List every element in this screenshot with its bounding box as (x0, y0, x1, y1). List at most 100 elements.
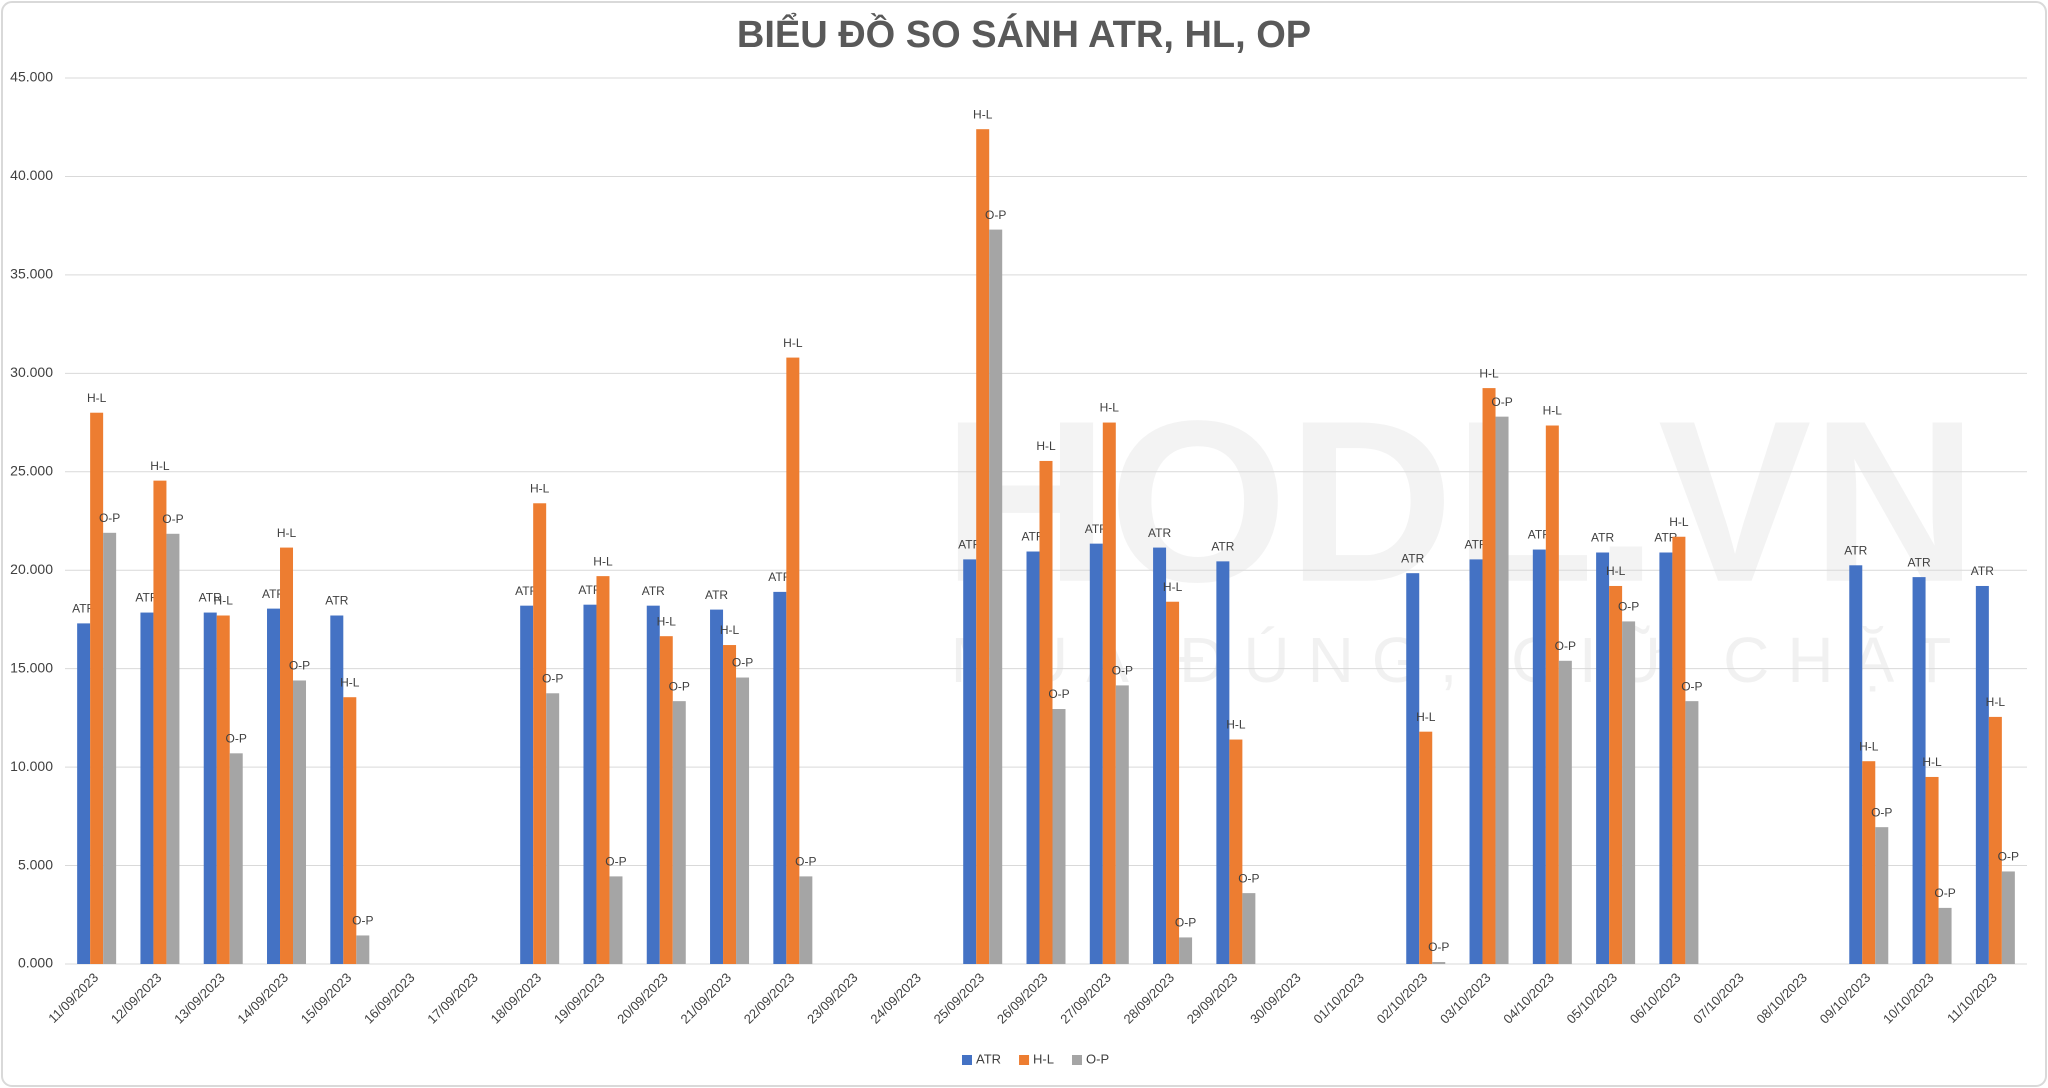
data-label: H-L (340, 675, 360, 689)
data-label: ATR (578, 583, 601, 597)
data-label: O-P (1555, 639, 1576, 653)
legend-label: H-L (1033, 1051, 1054, 1066)
data-label: ATR (1464, 538, 1487, 552)
data-label: O-P (99, 511, 120, 525)
bar (1089, 543, 1103, 964)
bar (153, 480, 167, 964)
data-label: ATR (199, 591, 222, 605)
bar (1862, 761, 1876, 964)
bar (773, 591, 787, 964)
bar (343, 697, 357, 964)
data-label: H-L (657, 614, 677, 628)
data-label: H-L (1606, 564, 1626, 578)
data-label: H-L (530, 481, 550, 495)
data-label: O-P (542, 671, 563, 685)
bar (520, 605, 534, 964)
bar (1912, 577, 1926, 964)
y-tick-label: 15.000 (10, 659, 53, 675)
data-label: O-P (1428, 940, 1449, 954)
data-label: H-L (1479, 366, 1499, 380)
bar (293, 680, 307, 964)
bar (1875, 827, 1889, 964)
y-tick-label: 0.000 (18, 955, 53, 971)
bar (1622, 621, 1636, 964)
data-label: H-L (1669, 515, 1689, 529)
data-label: H-L (1922, 755, 1942, 769)
data-label: H-L (214, 594, 234, 608)
bar (140, 612, 154, 964)
data-label: O-P (1175, 916, 1196, 930)
data-label: O-P (795, 855, 816, 869)
bar (1102, 422, 1116, 964)
data-label: O-P (605, 855, 626, 869)
data-label: H-L (720, 623, 740, 637)
data-label: ATR (768, 570, 791, 584)
data-label: ATR (1401, 551, 1424, 565)
bar (1039, 460, 1053, 964)
bar (90, 412, 104, 964)
bar (1672, 536, 1686, 964)
data-label: O-P (352, 914, 373, 928)
bar (1229, 739, 1243, 964)
bar (103, 532, 117, 964)
data-label: H-L (1543, 404, 1563, 418)
bar (1432, 962, 1446, 964)
data-label: H-L (1036, 439, 1056, 453)
data-label: O-P (985, 208, 1006, 222)
data-label: ATR (642, 584, 665, 598)
bar (166, 533, 180, 964)
bar (267, 608, 281, 964)
data-label: H-L (1163, 580, 1183, 594)
bar (672, 701, 686, 964)
bar (1216, 561, 1230, 964)
data-label: ATR (1654, 531, 1677, 545)
data-label: ATR (1844, 543, 1867, 557)
data-label: ATR (1211, 540, 1234, 554)
bar (723, 645, 737, 964)
data-label: O-P (1112, 664, 1133, 678)
bar (710, 609, 724, 964)
bar (203, 612, 217, 964)
bar (646, 605, 660, 964)
bar (533, 503, 547, 964)
bar (1026, 551, 1040, 964)
data-label: ATR (135, 591, 158, 605)
data-label: O-P (1681, 679, 1702, 693)
bar (1406, 573, 1420, 964)
bar (1596, 552, 1610, 964)
bar (1988, 716, 2002, 964)
data-label: H-L (87, 391, 107, 405)
bar (1685, 701, 1699, 964)
data-label: O-P (226, 732, 247, 746)
data-label: O-P (1998, 850, 2019, 864)
bar (1532, 549, 1546, 964)
data-label: ATR (1148, 526, 1171, 540)
bar (596, 576, 610, 964)
data-label: ATR (262, 587, 285, 601)
y-tick-label: 20.000 (10, 561, 53, 577)
data-label: H-L (277, 526, 297, 540)
data-label: ATR (1021, 530, 1044, 544)
bar (77, 623, 91, 964)
y-tick-label: 40.000 (10, 167, 53, 183)
data-label: O-P (162, 512, 183, 526)
legend-swatch (1019, 1055, 1030, 1065)
data-label: H-L (1859, 739, 1879, 753)
bar (583, 604, 597, 964)
bar (216, 615, 230, 964)
data-label: O-P (1491, 395, 1512, 409)
legend-swatch (1072, 1055, 1082, 1065)
y-tick-label: 30.000 (10, 364, 53, 380)
legend-label: ATR (976, 1051, 1001, 1066)
bar (963, 559, 977, 964)
bar (1153, 547, 1167, 964)
bar (1545, 425, 1559, 964)
bar (356, 935, 370, 964)
data-label: H-L (1100, 401, 1120, 415)
data-label: O-P (289, 659, 310, 673)
bar (546, 693, 560, 964)
data-label: O-P (1871, 805, 1892, 819)
data-label: H-L (150, 459, 170, 473)
bar (786, 357, 800, 964)
bar (1558, 660, 1572, 964)
